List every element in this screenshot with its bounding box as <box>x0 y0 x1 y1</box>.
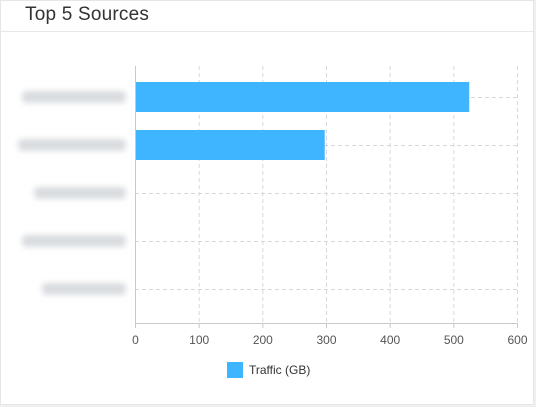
legend-swatch[interactable] <box>227 362 243 378</box>
x-tick-label: 400 <box>380 333 400 347</box>
x-tick-label: 200 <box>253 333 273 347</box>
category-label-obscured <box>18 139 126 151</box>
card-header: Top 5 Sources <box>1 1 533 32</box>
category-label-obscured <box>22 235 126 247</box>
x-tick-label: 300 <box>316 333 336 347</box>
card-title: Top 5 Sources <box>25 4 150 25</box>
bar[interactable] <box>135 130 325 160</box>
x-tick-label: 500 <box>444 333 464 347</box>
category-labels <box>18 91 126 295</box>
legend-label[interactable]: Traffic (GB) <box>249 363 310 377</box>
x-axis: 0 100 200 300 400 500 600 <box>132 66 528 347</box>
category-label-obscured <box>22 91 126 103</box>
category-label-obscured <box>34 187 126 199</box>
bar[interactable] <box>135 82 470 112</box>
legend[interactable]: Traffic (GB) <box>227 362 310 378</box>
x-tick-label: 600 <box>507 333 527 347</box>
category-label-obscured <box>42 283 126 295</box>
x-tick-label: 100 <box>189 333 209 347</box>
x-tick-label: 0 <box>132 333 139 347</box>
